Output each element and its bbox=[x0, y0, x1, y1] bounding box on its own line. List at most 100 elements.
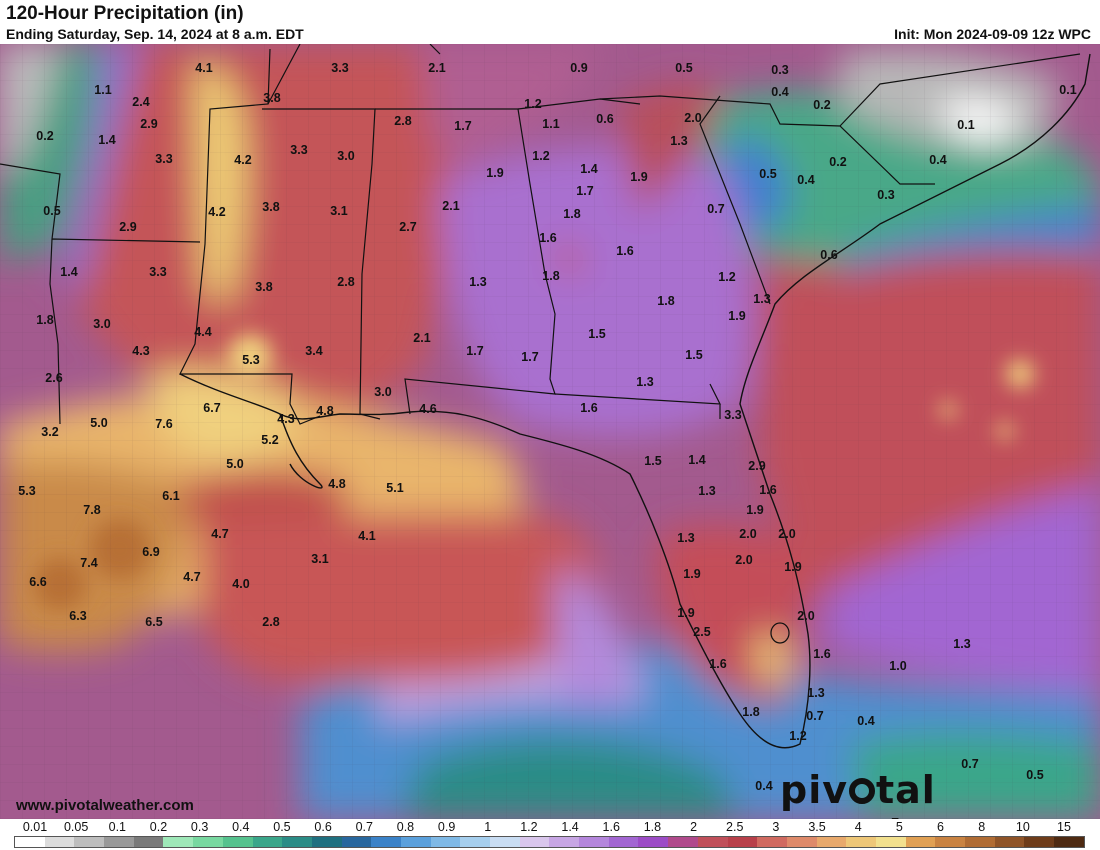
legend-swatch bbox=[282, 837, 312, 847]
precip-value-label: 2.0 bbox=[735, 553, 752, 567]
legend-tick-label: 2 bbox=[690, 820, 698, 834]
precip-value-label: 1.7 bbox=[521, 350, 538, 364]
precip-value-label: 6.3 bbox=[69, 609, 86, 623]
precip-value-label: 6.5 bbox=[145, 615, 162, 629]
legend-swatch bbox=[697, 837, 728, 847]
precip-value-label: 2.0 bbox=[797, 609, 814, 623]
precip-value-label: 2.8 bbox=[262, 615, 279, 629]
precip-value-label: 3.0 bbox=[93, 317, 110, 331]
legend-swatch bbox=[490, 837, 520, 847]
legend-swatch bbox=[757, 837, 787, 847]
legend-swatch bbox=[579, 837, 609, 847]
legend-tick-label: 0.7 bbox=[355, 820, 373, 834]
precip-value-label: 0.7 bbox=[806, 709, 823, 723]
legend-swatch bbox=[875, 837, 906, 847]
precip-value-label: 1.2 bbox=[524, 97, 541, 111]
precip-value-label: 5.3 bbox=[242, 353, 259, 367]
precip-value-label: 0.7 bbox=[961, 757, 978, 771]
precip-value-label: 1.4 bbox=[98, 133, 115, 147]
precip-value-label: 1.3 bbox=[677, 531, 694, 545]
precip-value-label: 0.4 bbox=[857, 714, 874, 728]
precip-value-label: 2.4 bbox=[132, 95, 149, 109]
precip-value-label: 3.0 bbox=[337, 149, 354, 163]
legend-tick-label: 1.8 bbox=[643, 820, 662, 834]
legend-swatch bbox=[371, 837, 401, 847]
legend-ticks: 0.01 0.05 0.1 0.2 0.3 0.4 0.5 0.6 0.7 0.8 0.9 1 1.2 1… bbox=[0, 819, 1100, 835]
precip-value-label: 0.4 bbox=[771, 85, 788, 99]
precip-value-label: 0.7 bbox=[707, 202, 724, 216]
precip-value-label: 6.7 bbox=[203, 401, 220, 415]
precip-value-label: 1.6 bbox=[580, 401, 597, 415]
legend-tick-label: 0.05 bbox=[63, 820, 89, 834]
precip-value-label: 0.3 bbox=[877, 188, 894, 202]
brand-gear-icon bbox=[849, 778, 875, 804]
precip-value-label: 3.3 bbox=[149, 265, 166, 279]
color-legend: 0.01 0.05 0.1 0.2 0.3 0.4 0.5 0.6 0.7 0.8 0.9 1 1.2 1… bbox=[0, 819, 1100, 850]
precip-value-label: 1.1 bbox=[94, 83, 111, 97]
precip-value-label: 1.4 bbox=[580, 162, 597, 176]
precip-value-label: 2.0 bbox=[778, 527, 795, 541]
site-url: www.pivotalweather.com bbox=[16, 797, 194, 814]
precip-value-label: 0.5 bbox=[43, 204, 60, 218]
precip-value-label: 1.9 bbox=[728, 309, 745, 323]
precip-value-label: 2.9 bbox=[119, 220, 136, 234]
precip-value-label: 4.2 bbox=[208, 205, 225, 219]
init-time: Init: Mon 2024-09-09 12z WPC bbox=[894, 26, 1091, 42]
precip-value-label: 1.8 bbox=[542, 269, 559, 283]
legend-tick-label: 1.6 bbox=[602, 820, 620, 834]
precip-value-label: 3.2 bbox=[41, 425, 58, 439]
precip-value-label: 1.6 bbox=[813, 647, 830, 661]
precip-value-label: 1.3 bbox=[469, 275, 486, 289]
precip-value-label: 1.8 bbox=[742, 705, 759, 719]
precip-value-label: 0.5 bbox=[759, 167, 776, 181]
value-labels: 4.1 3.3 2.1 0.9 0.5 0.3 1.1 2.4 3.8 1.2 0.4 0.2 0.1 0… bbox=[18, 61, 1076, 793]
precip-value-label: 3.3 bbox=[155, 152, 172, 166]
valid-time: Ending Saturday, Sep. 14, 2024 at 8 a.m.… bbox=[6, 26, 304, 42]
precip-value-label: 3.8 bbox=[255, 280, 272, 294]
legend-tick-label: 0.6 bbox=[314, 820, 332, 834]
legend-swatch bbox=[400, 837, 431, 847]
precip-value-label: 4.1 bbox=[358, 529, 375, 543]
precip-value-label: 2.0 bbox=[684, 111, 701, 125]
precip-value-label: 5.3 bbox=[18, 484, 35, 498]
legend-swatch bbox=[935, 837, 965, 847]
precip-value-label: 4.8 bbox=[328, 477, 345, 491]
precip-value-label: 1.3 bbox=[670, 134, 687, 148]
precip-value-label: 7.6 bbox=[155, 417, 172, 431]
legend-swatch bbox=[311, 837, 342, 847]
precip-value-label: 1.9 bbox=[486, 166, 503, 180]
header: 120-Hour Precipitation (in) Ending Satur… bbox=[0, 0, 1100, 44]
legend-tick-label: 0.01 bbox=[22, 820, 48, 834]
precip-value-label: 1.4 bbox=[688, 453, 705, 467]
precip-value-label: 1.9 bbox=[677, 606, 694, 620]
precip-value-label: 4.7 bbox=[183, 570, 200, 584]
legend-swatch bbox=[905, 837, 936, 847]
precip-value-label: 0.4 bbox=[755, 779, 772, 793]
precip-value-label: 5.0 bbox=[226, 457, 243, 471]
legend-tick-label: 0.1 bbox=[108, 820, 127, 834]
precip-value-label: 4.3 bbox=[132, 344, 149, 358]
map-title: 120-Hour Precipitation (in) bbox=[6, 3, 244, 24]
precip-value-label: 1.3 bbox=[753, 292, 770, 306]
legend-swatch bbox=[44, 837, 75, 847]
precip-value-label: 3.0 bbox=[374, 385, 391, 399]
legend-swatch bbox=[549, 837, 580, 847]
precip-value-label: 1.3 bbox=[953, 637, 970, 651]
legend-swatch bbox=[341, 837, 372, 847]
legend-tick-label: 3.5 bbox=[808, 820, 826, 834]
precip-value-label: 0.5 bbox=[1026, 768, 1043, 782]
legend-swatch bbox=[668, 837, 698, 847]
legend-swatch bbox=[133, 837, 164, 847]
legend-tick-label: 0.3 bbox=[190, 820, 209, 834]
legend-swatch bbox=[193, 837, 223, 847]
precip-value-label: 1.5 bbox=[644, 454, 661, 468]
legend-swatch bbox=[104, 837, 134, 847]
precip-value-label: 1.5 bbox=[685, 348, 702, 362]
precip-value-label: 0.3 bbox=[771, 63, 788, 77]
precip-value-label: 0.4 bbox=[929, 153, 946, 167]
precip-value-label: 0.6 bbox=[820, 248, 837, 262]
precip-value-label: 2.6 bbox=[45, 371, 62, 385]
legend-swatch bbox=[1054, 837, 1084, 847]
precip-value-label: 0.1 bbox=[957, 118, 974, 132]
precip-value-label: 4.6 bbox=[419, 402, 436, 416]
